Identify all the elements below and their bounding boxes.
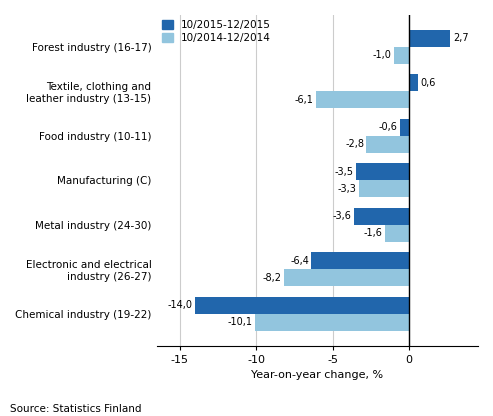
Text: -1,6: -1,6 xyxy=(363,228,383,238)
Bar xyxy=(195,297,409,314)
Bar xyxy=(359,180,409,197)
Text: -10,1: -10,1 xyxy=(227,317,252,327)
Text: -8,2: -8,2 xyxy=(263,272,282,283)
Text: -1,0: -1,0 xyxy=(373,50,391,60)
Text: 0,6: 0,6 xyxy=(421,78,436,88)
Bar xyxy=(409,30,451,47)
Bar xyxy=(355,163,409,180)
Text: -2,8: -2,8 xyxy=(345,139,364,149)
Bar xyxy=(400,119,409,136)
Bar xyxy=(366,136,409,153)
Bar xyxy=(354,208,409,225)
Bar xyxy=(394,47,409,64)
Text: -3,6: -3,6 xyxy=(333,211,352,221)
Bar xyxy=(284,269,409,286)
Bar xyxy=(409,74,419,92)
Bar xyxy=(255,314,409,331)
Text: -3,3: -3,3 xyxy=(338,184,356,194)
Legend: 10/2015-12/2015, 10/2014-12/2014: 10/2015-12/2015, 10/2014-12/2014 xyxy=(162,20,271,43)
Text: 2,7: 2,7 xyxy=(453,33,468,44)
X-axis label: Year-on-year change, %: Year-on-year change, % xyxy=(251,370,384,380)
Text: -6,4: -6,4 xyxy=(290,256,309,266)
Text: -0,6: -0,6 xyxy=(379,122,398,132)
Text: -14,0: -14,0 xyxy=(168,300,193,310)
Bar xyxy=(312,253,409,269)
Text: -3,5: -3,5 xyxy=(334,167,353,177)
Bar xyxy=(385,225,409,242)
Bar xyxy=(316,92,409,108)
Text: Source: Statistics Finland: Source: Statistics Finland xyxy=(10,404,141,414)
Text: -6,1: -6,1 xyxy=(295,95,314,105)
